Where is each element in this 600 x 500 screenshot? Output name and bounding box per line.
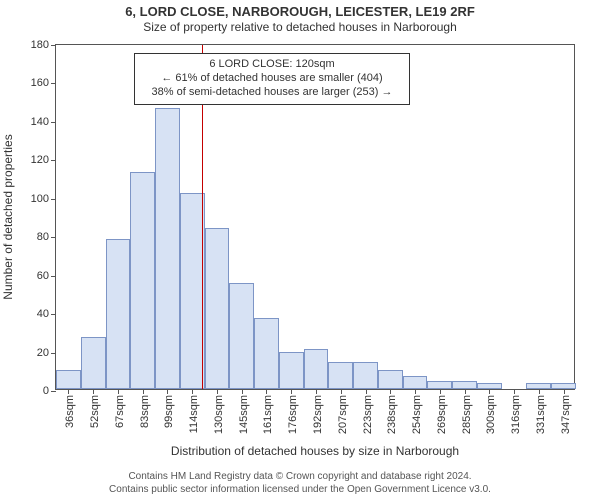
xtick-label: 285sqm	[461, 395, 473, 434]
xtick-label: 83sqm	[139, 395, 151, 428]
xtick-label: 176sqm	[287, 395, 299, 434]
bar	[254, 318, 279, 389]
ytick-label: 20	[37, 347, 56, 359]
xtick	[415, 389, 416, 394]
xtick-label: 36sqm	[64, 395, 76, 428]
xtick-label: 300sqm	[485, 395, 497, 434]
xtick-label: 331sqm	[535, 395, 547, 434]
ytick-label: 140	[31, 116, 56, 128]
footer-line1: Contains HM Land Registry data © Crown c…	[0, 471, 600, 484]
ytick-label: 100	[31, 193, 56, 205]
bar	[279, 352, 304, 389]
bar	[155, 108, 180, 389]
xtick-label: 130sqm	[213, 395, 225, 434]
xtick	[167, 389, 168, 394]
plot-area: 020406080100120140160180 36sqm52sqm67sqm…	[55, 44, 575, 390]
bar	[205, 228, 230, 389]
xtick-label: 52sqm	[89, 395, 101, 428]
xtick-label: 347sqm	[560, 395, 572, 434]
xtick	[93, 389, 94, 394]
xtick-label: 145sqm	[238, 395, 250, 434]
annotation-line1: 6 LORD CLOSE: 120sqm	[143, 58, 401, 72]
xtick	[217, 389, 218, 394]
bar	[353, 362, 378, 389]
bar	[304, 349, 329, 389]
xtick-label: 192sqm	[312, 395, 324, 434]
ytick-label: 60	[37, 270, 56, 282]
xtick	[564, 389, 565, 394]
bar	[229, 283, 254, 389]
xtick	[489, 389, 490, 394]
chart-subtitle: Size of property relative to detached ho…	[0, 20, 600, 35]
chart-area: 020406080100120140160180 36sqm52sqm67sqm…	[55, 44, 575, 390]
xtick	[118, 389, 119, 394]
ytick-label: 80	[37, 231, 56, 243]
xtick-label: 269sqm	[436, 395, 448, 434]
ytick-label: 0	[43, 385, 56, 397]
annotation-box: 6 LORD CLOSE: 120sqm ← 61% of detached h…	[134, 53, 410, 105]
xtick-label: 316sqm	[510, 395, 522, 434]
xtick-label: 207sqm	[337, 395, 349, 434]
xtick	[192, 389, 193, 394]
ytick-label: 180	[31, 39, 56, 51]
ytick-label: 40	[37, 308, 56, 320]
footer-line2: Contains public sector information licen…	[0, 484, 600, 497]
xtick	[440, 389, 441, 394]
xtick-label: 67sqm	[114, 395, 126, 428]
bar	[56, 370, 81, 389]
ytick-label: 160	[31, 77, 56, 89]
bar	[403, 376, 428, 389]
xtick	[465, 389, 466, 394]
xtick	[390, 389, 391, 394]
xtick-label: 161sqm	[262, 395, 274, 434]
xtick	[266, 389, 267, 394]
x-axis-label: Distribution of detached houses by size …	[55, 444, 575, 458]
xtick	[316, 389, 317, 394]
y-axis-label: Number of detached properties	[1, 134, 15, 299]
bar	[130, 172, 155, 389]
xtick-label: 238sqm	[386, 395, 398, 434]
xtick	[68, 389, 69, 394]
ytick-label: 120	[31, 154, 56, 166]
xtick-label: 99sqm	[163, 395, 175, 428]
bar	[81, 337, 106, 389]
xtick	[539, 389, 540, 394]
xtick	[291, 389, 292, 394]
xtick	[242, 389, 243, 394]
footer: Contains HM Land Registry data © Crown c…	[0, 471, 600, 496]
chart-title: 6, LORD CLOSE, NARBOROUGH, LEICESTER, LE…	[0, 0, 600, 20]
xtick-label: 254sqm	[411, 395, 423, 434]
bar	[106, 239, 131, 389]
xtick	[514, 389, 515, 394]
bar	[378, 370, 403, 389]
bar	[427, 381, 452, 389]
annotation-line3: 38% of semi-detached houses are larger (…	[143, 86, 401, 100]
xtick-label: 223sqm	[362, 395, 374, 434]
xtick-label: 114sqm	[188, 395, 200, 433]
bar	[328, 362, 353, 389]
annotation-line2: ← 61% of detached houses are smaller (40…	[143, 72, 401, 86]
chart-wrap: 6, LORD CLOSE, NARBOROUGH, LEICESTER, LE…	[0, 0, 600, 500]
xtick	[143, 389, 144, 394]
bar	[180, 193, 205, 389]
xtick	[366, 389, 367, 394]
bar	[452, 381, 477, 389]
xtick	[341, 389, 342, 394]
